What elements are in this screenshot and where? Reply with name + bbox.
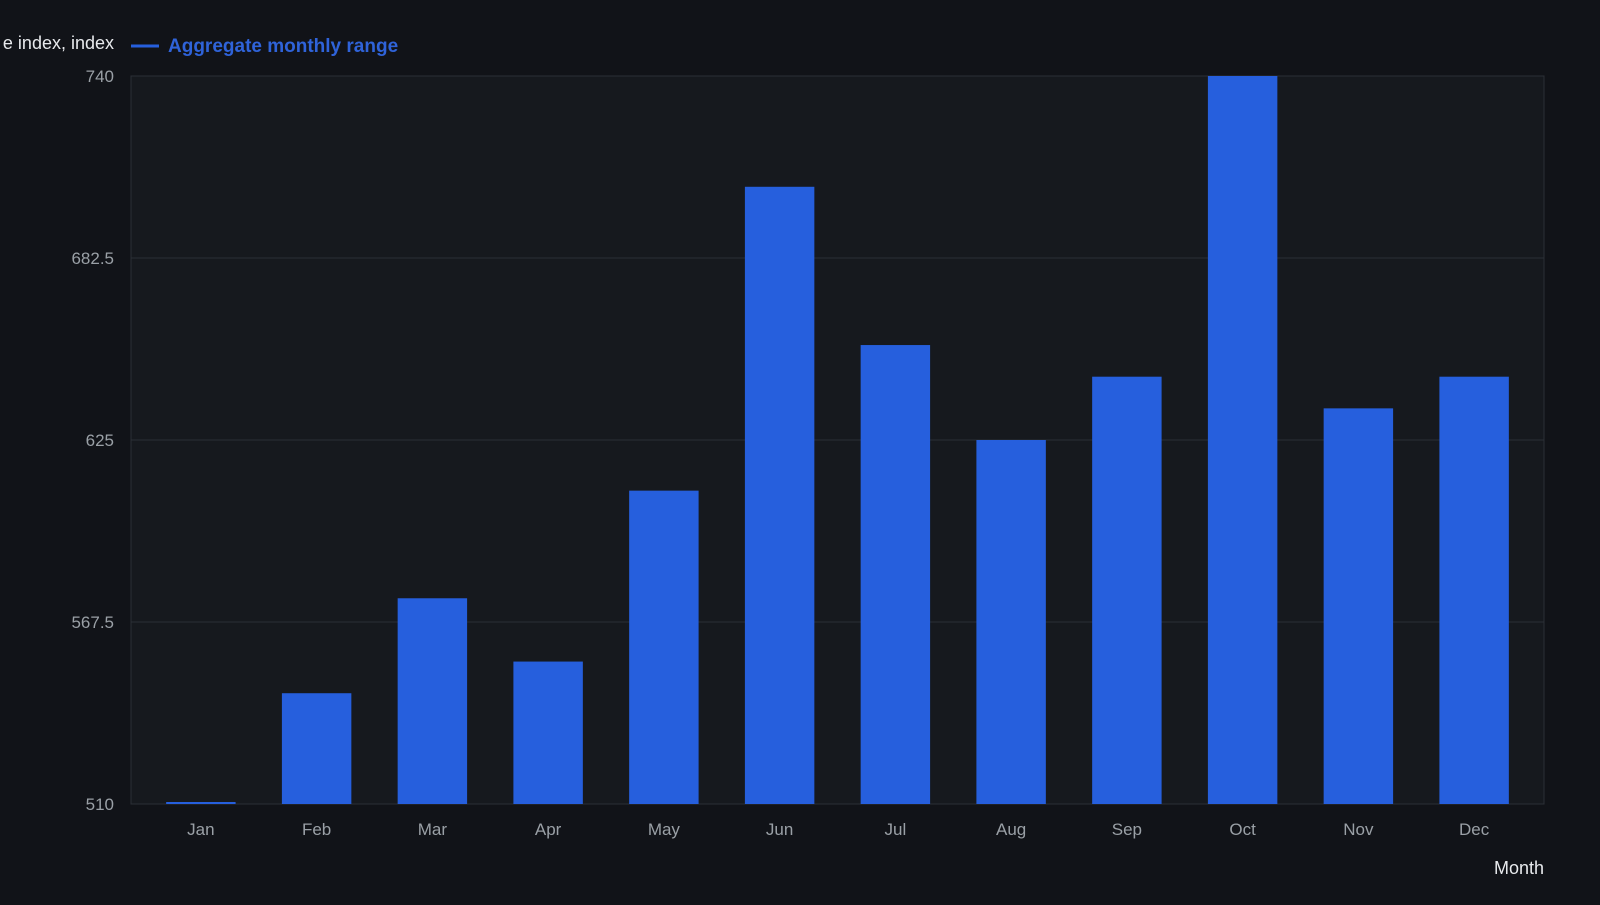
x-axis-ticks: Jan Feb Mar Apr May Jun Jul Aug Sep Oct Nov Dec (187, 820, 1490, 839)
bar-apr[interactable] (513, 661, 583, 804)
y-tick-label: 740 (86, 67, 114, 86)
bar-jul[interactable] (860, 345, 931, 804)
bar-mar[interactable] (397, 598, 468, 804)
x-tick-label: Mar (418, 820, 448, 839)
y-axis-label: e index, index (3, 33, 114, 53)
gridlines (131, 75, 1544, 805)
bar-feb[interactable] (281, 693, 352, 804)
bar-aug[interactable] (976, 440, 1046, 804)
bar-may[interactable] (629, 490, 699, 804)
x-tick-label: Jul (885, 820, 907, 839)
x-axis-label: Month (1494, 858, 1544, 878)
x-tick-label: Apr (535, 820, 562, 839)
bar-nov[interactable] (1323, 408, 1394, 804)
bar-dec[interactable] (1439, 376, 1509, 804)
x-tick-label: May (648, 820, 681, 839)
bar-oct[interactable] (1207, 76, 1278, 804)
y-tick-label: 682.5 (71, 249, 114, 268)
legend-label[interactable]: Aggregate monthly range (168, 36, 398, 57)
bar-sep[interactable] (1092, 376, 1162, 804)
x-tick-label: Oct (1229, 820, 1256, 839)
y-tick-label: 510 (86, 795, 114, 814)
bar-jun[interactable] (744, 186, 815, 805)
x-tick-label: Nov (1343, 820, 1374, 839)
x-tick-label: Aug (996, 820, 1026, 839)
bar-jan[interactable] (166, 802, 236, 804)
y-tick-label: 567.5 (71, 613, 114, 632)
x-tick-label: Dec (1459, 820, 1490, 839)
x-tick-label: Sep (1112, 820, 1142, 839)
y-tick-label: 625 (86, 431, 114, 450)
bars (166, 76, 1509, 805)
x-tick-label: Jan (187, 820, 214, 839)
x-tick-label: Feb (302, 820, 331, 839)
y-axis-ticks: 510 567.5 625 682.5 740 (71, 67, 114, 814)
x-tick-label: Jun (766, 820, 793, 839)
